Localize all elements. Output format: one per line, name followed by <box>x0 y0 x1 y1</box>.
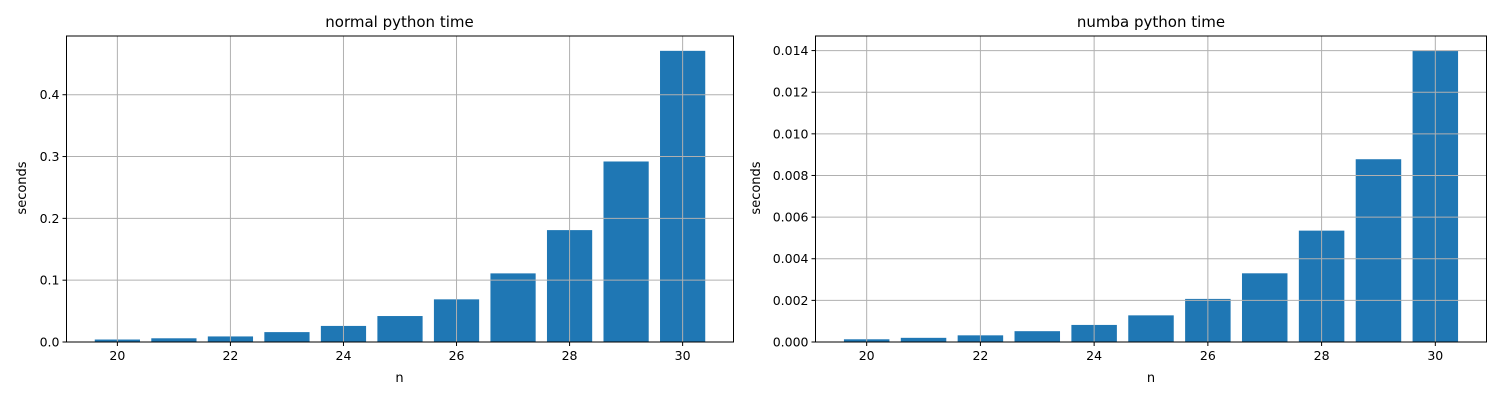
x-tick-label: 22 <box>222 348 238 363</box>
y-axis-label: seconds <box>749 161 764 214</box>
x-tick-label: 28 <box>1314 348 1330 363</box>
x-tick-label: 24 <box>336 348 352 363</box>
chart-panel-left: normal python time n seconds 20 22 24 26 28 3… <box>15 13 734 386</box>
bar <box>1355 159 1402 342</box>
y-axis-label: seconds <box>15 161 30 214</box>
bar <box>264 332 310 342</box>
x-tick-label: 26 <box>449 348 465 363</box>
x-tick-label: 20 <box>859 348 875 363</box>
bar <box>151 338 197 342</box>
x-tick-label: 26 <box>1200 348 1216 363</box>
y-tick-label: 0.004 <box>773 251 809 266</box>
y-tick-label: 0.006 <box>773 210 809 225</box>
bar <box>377 316 423 342</box>
y-tick-label: 0.4 <box>40 87 60 102</box>
axes-frame <box>66 35 734 343</box>
y-tick-label: 0.1 <box>40 273 60 288</box>
bar <box>1241 273 1288 342</box>
y-tick-label: 0.008 <box>773 168 809 183</box>
y-tick-label: 0.012 <box>773 85 809 100</box>
bar <box>603 161 649 342</box>
y-tick-label: 0.2 <box>40 211 60 226</box>
y-tick-label: 0.010 <box>773 126 809 141</box>
chart-title: numba python time <box>1077 13 1225 31</box>
chart-title: normal python time <box>325 13 473 31</box>
y-tick-label: 0.014 <box>773 43 809 58</box>
x-tick-label: 22 <box>972 348 988 363</box>
y-tick-label: 0.000 <box>773 335 809 350</box>
bar <box>490 273 536 342</box>
x-axis-label: n <box>1147 371 1155 386</box>
y-tick-label: 0.3 <box>40 149 60 164</box>
y-tick-label: 0.002 <box>773 293 809 308</box>
bar <box>900 337 947 342</box>
bar <box>1128 315 1174 342</box>
x-tick-label: 28 <box>562 348 578 363</box>
x-tick-label: 20 <box>109 348 125 363</box>
bar <box>1014 331 1061 342</box>
x-axis-label: n <box>395 371 403 386</box>
y-tick-label: 0.0 <box>40 335 60 350</box>
axes-frame <box>815 35 1487 343</box>
plot-area: 20 22 24 26 28 30 0.0 0.1 0.2 0.3 0.4 <box>40 35 734 363</box>
x-tick-label: 24 <box>1086 348 1102 363</box>
chart-panel-right: numba python time n seconds 20 22 24 26 28 30… <box>749 13 1487 386</box>
x-tick-label: 30 <box>675 348 691 363</box>
plot-area: 20 22 24 26 28 30 0.000 0.002 0.004 0.006 0.008 0.0… <box>773 35 1487 363</box>
x-tick-label: 30 <box>1427 348 1443 363</box>
